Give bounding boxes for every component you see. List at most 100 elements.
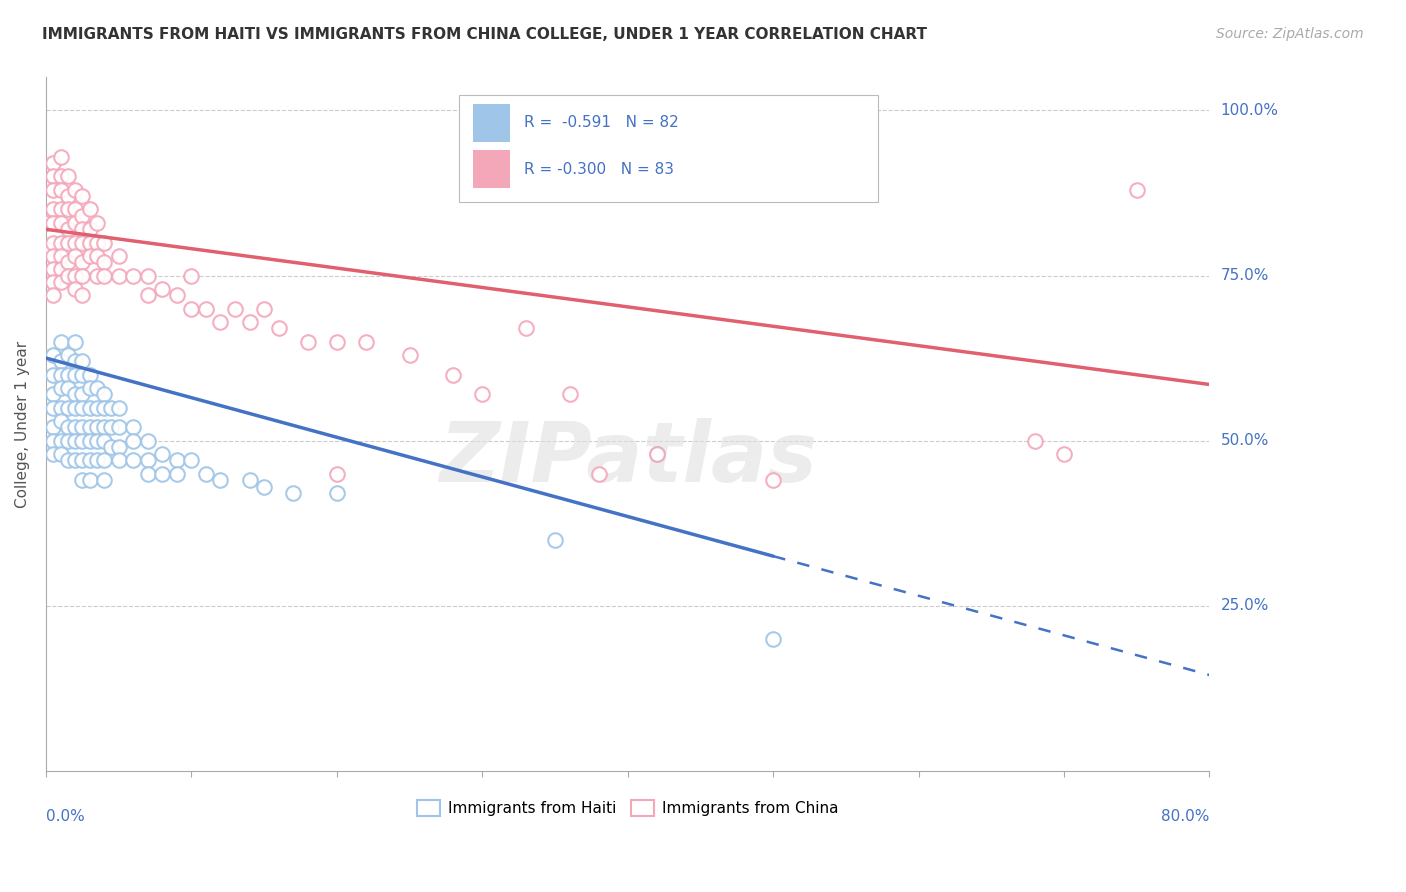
Point xyxy=(86,420,108,434)
Point xyxy=(72,453,94,467)
Point xyxy=(762,473,785,487)
Point xyxy=(56,420,79,434)
Point xyxy=(471,387,494,401)
Point xyxy=(93,434,115,448)
Point xyxy=(56,189,79,203)
Point xyxy=(72,235,94,250)
Text: R =  -0.591   N = 82: R = -0.591 N = 82 xyxy=(524,115,679,130)
Point xyxy=(72,473,94,487)
Point xyxy=(93,473,115,487)
Point xyxy=(79,202,101,217)
Point xyxy=(79,473,101,487)
Point xyxy=(166,288,188,302)
Point xyxy=(63,235,86,250)
Point xyxy=(42,202,65,217)
Point xyxy=(283,486,305,500)
Point xyxy=(72,387,94,401)
Point xyxy=(49,434,72,448)
Point xyxy=(56,348,79,362)
Point xyxy=(136,288,159,302)
Point xyxy=(56,368,79,382)
Point xyxy=(326,467,349,481)
Point xyxy=(79,434,101,448)
Point xyxy=(72,209,94,223)
Point xyxy=(72,434,94,448)
Point xyxy=(93,235,115,250)
Point xyxy=(136,467,159,481)
Point xyxy=(63,216,86,230)
Point xyxy=(42,387,65,401)
Point xyxy=(86,381,108,395)
Point xyxy=(72,268,94,283)
Point xyxy=(100,401,122,415)
Text: 100.0%: 100.0% xyxy=(1220,103,1278,118)
Point xyxy=(253,480,276,494)
Point xyxy=(79,368,101,382)
Point xyxy=(86,401,108,415)
Point xyxy=(1024,434,1046,448)
Point xyxy=(63,420,86,434)
Point xyxy=(150,282,173,296)
Point xyxy=(93,453,115,467)
Point xyxy=(122,268,145,283)
Point xyxy=(93,401,115,415)
Point xyxy=(86,216,108,230)
Point xyxy=(63,268,86,283)
Point xyxy=(86,249,108,263)
Point xyxy=(63,387,86,401)
Point xyxy=(762,632,785,646)
Point xyxy=(56,222,79,236)
Point xyxy=(72,368,94,382)
Point xyxy=(515,321,537,335)
Point xyxy=(136,434,159,448)
Point xyxy=(326,334,349,349)
Point xyxy=(49,401,72,415)
Point xyxy=(63,249,86,263)
Point xyxy=(93,255,115,269)
Y-axis label: College, Under 1 year: College, Under 1 year xyxy=(15,341,30,508)
Point xyxy=(63,368,86,382)
Point xyxy=(86,235,108,250)
Point xyxy=(49,183,72,197)
Point xyxy=(49,202,72,217)
Text: ZIPatlas: ZIPatlas xyxy=(439,418,817,500)
Point xyxy=(63,183,86,197)
Point xyxy=(122,434,145,448)
Point xyxy=(93,420,115,434)
Point xyxy=(63,202,86,217)
Point xyxy=(42,401,65,415)
Text: IMMIGRANTS FROM HAITI VS IMMIGRANTS FROM CHINA COLLEGE, UNDER 1 YEAR CORRELATION: IMMIGRANTS FROM HAITI VS IMMIGRANTS FROM… xyxy=(42,27,927,42)
Point xyxy=(1125,183,1147,197)
Text: R = -0.300   N = 83: R = -0.300 N = 83 xyxy=(524,161,673,177)
Point xyxy=(79,249,101,263)
Point xyxy=(239,473,262,487)
Point xyxy=(79,453,101,467)
Point xyxy=(42,261,65,276)
Bar xyxy=(472,103,510,142)
Point xyxy=(49,169,72,184)
Text: 50.0%: 50.0% xyxy=(1220,434,1268,448)
Point xyxy=(150,447,173,461)
Point xyxy=(122,453,145,467)
Point xyxy=(79,420,101,434)
Point xyxy=(100,420,122,434)
Point xyxy=(93,268,115,283)
Point xyxy=(49,447,72,461)
Point xyxy=(107,453,129,467)
Point xyxy=(79,381,101,395)
Point xyxy=(56,169,79,184)
Point xyxy=(49,381,72,395)
Legend: Immigrants from Haiti, Immigrants from China: Immigrants from Haiti, Immigrants from C… xyxy=(411,794,845,822)
Point xyxy=(63,354,86,368)
Point xyxy=(72,401,94,415)
Text: Source: ZipAtlas.com: Source: ZipAtlas.com xyxy=(1216,27,1364,41)
Point xyxy=(441,368,464,382)
Bar xyxy=(472,150,510,188)
Point xyxy=(107,401,129,415)
Point xyxy=(86,268,108,283)
Point xyxy=(42,216,65,230)
Point xyxy=(56,235,79,250)
Point xyxy=(588,467,610,481)
Point xyxy=(1053,447,1076,461)
Point xyxy=(180,301,202,316)
